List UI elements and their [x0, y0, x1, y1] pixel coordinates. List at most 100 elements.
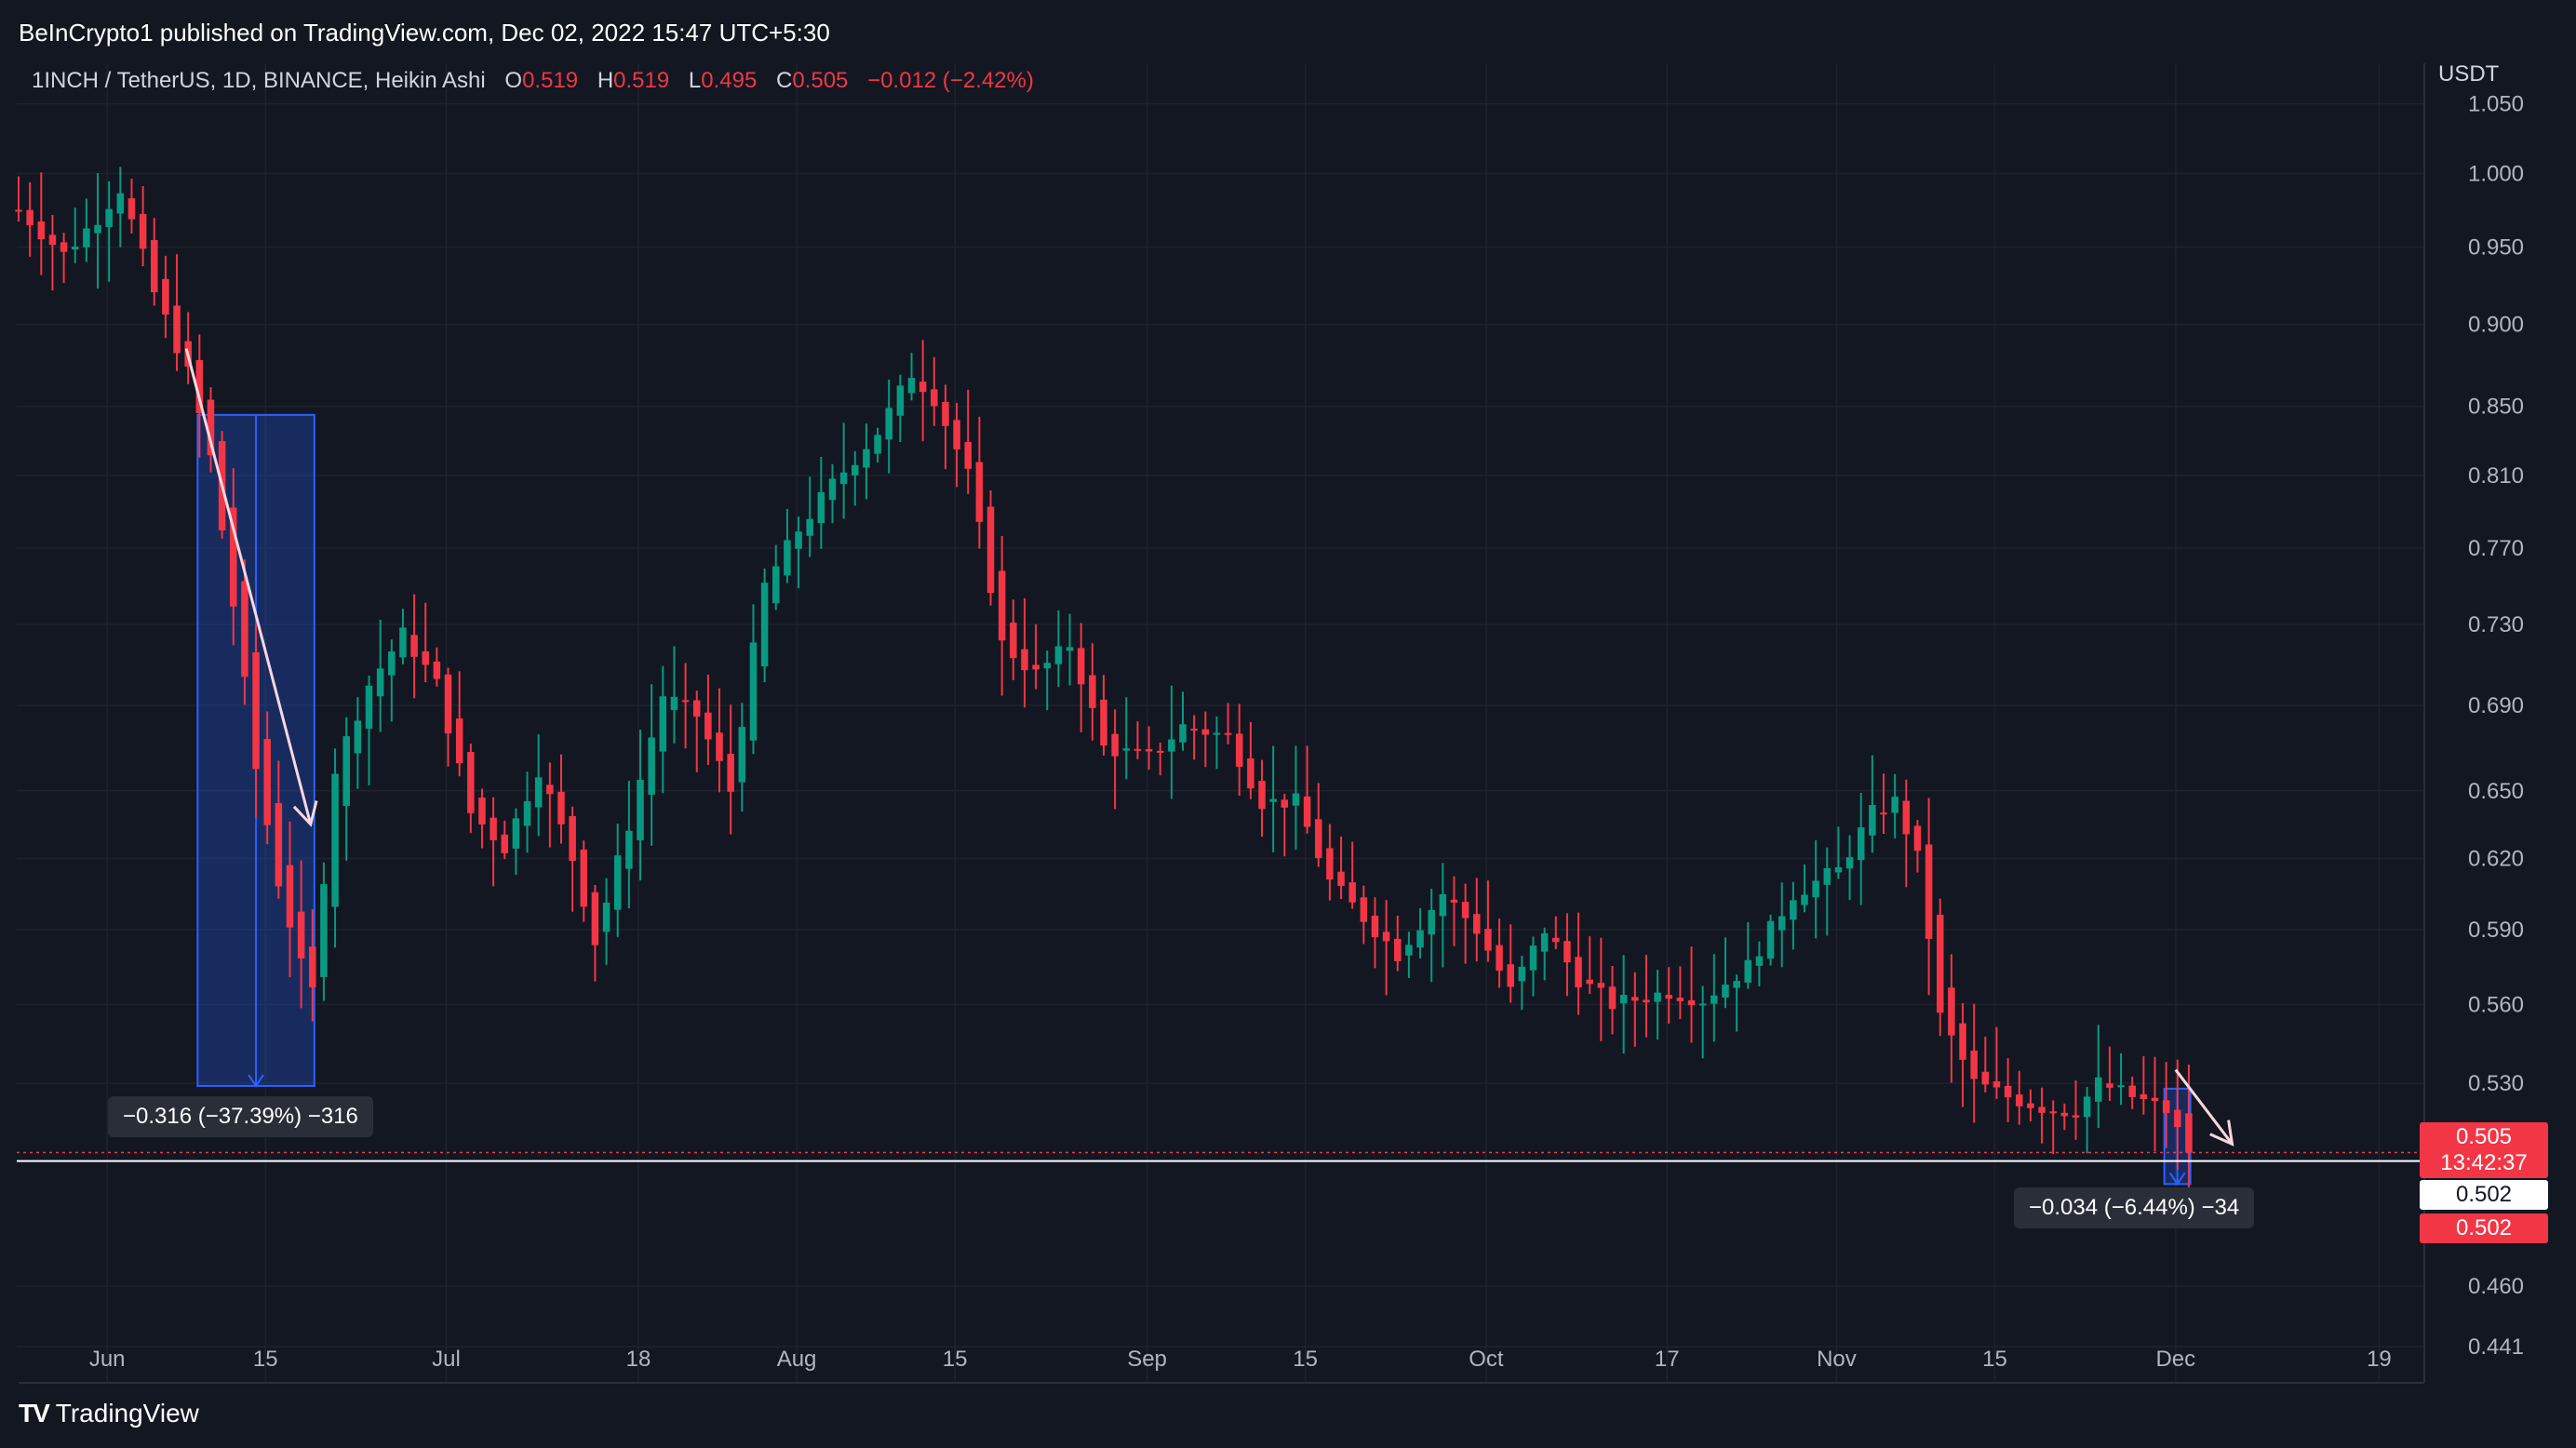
candle-down — [1360, 897, 1368, 922]
candle-up — [1891, 797, 1898, 813]
candle-down — [501, 834, 509, 853]
candle-up — [625, 830, 633, 869]
x-axis[interactable]: Jun 15 Jul 18 Aug 15 Sep 15 Oct 17 Nov 15 Dec 19 — [89, 1347, 2392, 1372]
legend-low-label: L — [688, 68, 702, 93]
candle-down — [580, 849, 588, 907]
candle-down — [986, 506, 995, 594]
candle-down — [1631, 997, 1639, 1001]
legend-high-label: H — [597, 68, 614, 93]
candle-down — [1925, 844, 1933, 939]
candle-down — [2128, 1085, 2136, 1097]
last-price-value: 0.505 — [2455, 1124, 2513, 1149]
candle-up — [1529, 945, 1537, 971]
candle-up — [828, 478, 837, 501]
y-tick-label: 0.590 — [2468, 918, 2524, 943]
candle-up — [817, 491, 825, 524]
candle-up — [852, 464, 859, 476]
candle-up — [784, 540, 791, 576]
x-tick-label: Aug — [777, 1347, 817, 1372]
measure-label-2: −0.034 (−6.44%) −34 — [2014, 1187, 2255, 1228]
candle-up — [1122, 748, 1131, 751]
candle-down — [1111, 733, 1119, 757]
candle-up — [1269, 798, 1277, 802]
candle-down — [569, 815, 576, 862]
candle-down — [998, 570, 1006, 641]
candle-down — [2185, 1113, 2193, 1153]
legend-close-value: 0.505 — [792, 68, 849, 93]
candle-down — [546, 784, 554, 795]
candle-down — [139, 213, 147, 249]
candle-down — [557, 791, 565, 825]
y-tick-label: 1.000 — [2468, 162, 2524, 187]
candle-up — [1439, 894, 1447, 917]
candle-down — [1665, 995, 1673, 999]
candle-up — [1790, 900, 1797, 920]
legend-open-value: 0.519 — [522, 68, 579, 93]
candle-down — [1496, 945, 1503, 972]
y-axis[interactable]: 1.050 1.000 0.950 0.900 0.850 0.810 0.770 0.730… — [2468, 91, 2524, 1360]
candle-up — [602, 902, 610, 932]
candle-down — [150, 239, 158, 293]
x-tick-label: Jun — [89, 1347, 126, 1372]
trend-arrowhead — [292, 800, 318, 827]
candle-down — [1902, 800, 1911, 835]
candle-up — [365, 685, 373, 730]
candle-up — [874, 435, 881, 454]
candle-down — [444, 674, 452, 734]
candle-up — [670, 696, 678, 710]
candle-up — [1812, 880, 1819, 898]
candle-down — [931, 389, 938, 407]
candle-down — [964, 441, 972, 469]
candle-down — [1880, 812, 1887, 815]
candle-up — [534, 777, 543, 808]
candle-down — [2004, 1085, 2012, 1098]
candle-up — [71, 246, 79, 250]
tradingview-logo[interactable]: TV TradingView — [19, 1399, 199, 1428]
candle-down — [297, 911, 305, 959]
candle-down — [1032, 664, 1040, 670]
candle-up — [1428, 909, 1435, 935]
candle-up — [1054, 646, 1063, 664]
footer-bar — [0, 1385, 2576, 1448]
candle-down — [1687, 999, 1696, 1006]
candle-down — [309, 946, 316, 988]
candle-up — [331, 773, 339, 907]
candle-up — [1845, 857, 1854, 869]
candle-down — [275, 802, 283, 887]
candle-down — [1586, 979, 1593, 985]
candle-up — [795, 531, 802, 549]
candle-up — [1766, 920, 1775, 959]
candle-up — [342, 736, 350, 807]
candle-up — [806, 518, 813, 536]
candle-down — [704, 712, 712, 740]
candle-down — [1089, 675, 1096, 708]
candle-down — [433, 661, 441, 679]
candle-up — [659, 696, 667, 752]
candle-down — [162, 278, 169, 315]
candle-down — [1145, 749, 1153, 752]
candle-down — [2027, 1103, 2034, 1108]
candle-up — [1066, 647, 1074, 651]
candle-up — [523, 800, 531, 826]
candle-up — [1213, 732, 1221, 735]
candle-down — [490, 817, 497, 840]
candle-down — [2038, 1106, 2046, 1113]
legend-symbol[interactable]: 1INCH / TetherUS, 1D, BINANCE, Heikin As… — [32, 68, 486, 93]
candle-down — [1970, 1050, 1978, 1079]
candle-down — [2151, 1097, 2159, 1102]
y-tick-label: 0.560 — [2468, 992, 2524, 1017]
candle-down — [975, 462, 984, 522]
publisher-line: BeInCrypto1 published on TradingView.com… — [19, 19, 830, 47]
candle-down — [1676, 998, 1684, 1001]
candle-down — [716, 732, 723, 761]
candle-down — [953, 420, 960, 449]
x-tick-label: Dec — [2155, 1347, 2195, 1372]
candle-down — [1948, 987, 1955, 1036]
candle-up — [1834, 866, 1843, 873]
candle-up — [760, 583, 769, 667]
currency-label[interactable]: USDT — [2438, 61, 2500, 87]
trend-arrow — [184, 348, 313, 825]
candle-down — [1597, 983, 1605, 988]
